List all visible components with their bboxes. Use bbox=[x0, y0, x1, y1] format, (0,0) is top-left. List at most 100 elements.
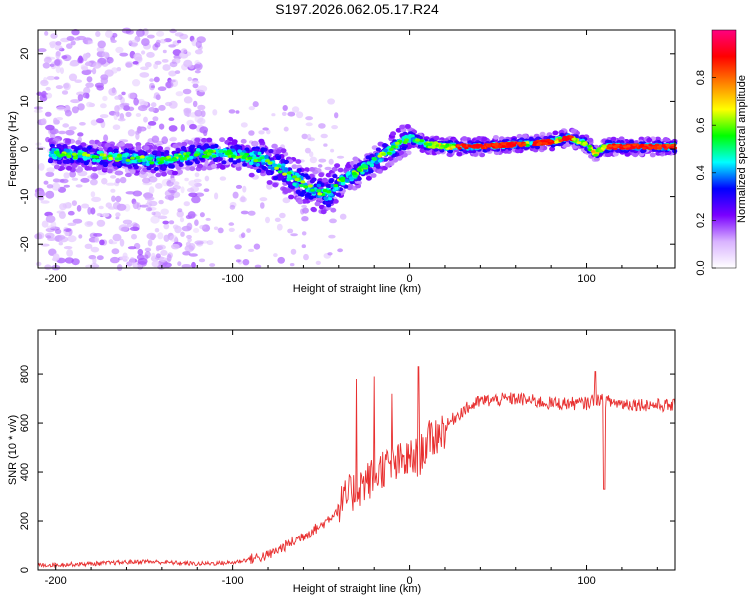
spectrogram-noise-cell bbox=[137, 257, 148, 265]
spectrogram-noise-cell bbox=[95, 31, 101, 37]
spectrogram-ridge-cell bbox=[528, 137, 534, 142]
spectrogram-noise-cell bbox=[61, 55, 68, 59]
spectrogram-noise-cell bbox=[158, 123, 165, 130]
spectrogram-noise-cell bbox=[66, 36, 75, 41]
spectrogram-noise-cell bbox=[127, 246, 137, 250]
spectrogram-noise-cell bbox=[252, 101, 259, 108]
spectrogram-core-cell bbox=[381, 152, 386, 156]
spectrogram-noise-cell bbox=[153, 63, 159, 70]
spectrogram-noise-cell bbox=[67, 210, 75, 216]
spectrogram-noise-cell bbox=[75, 184, 83, 188]
spectrogram-ridge-cell bbox=[260, 147, 266, 152]
spectrogram-ridge-cell bbox=[370, 173, 377, 178]
spectrogram-noise-cell bbox=[197, 117, 206, 125]
spectrogram-ridge-cell bbox=[467, 140, 473, 145]
spectrogram-ridge-cell bbox=[141, 161, 147, 166]
spectrogram-noise-cell bbox=[168, 220, 175, 225]
spectrogram-noise-cell bbox=[183, 201, 190, 207]
spectrogram-noise-cell bbox=[149, 78, 155, 82]
spectrogram-noise-cell bbox=[163, 234, 170, 242]
spectrogram-noise-cell bbox=[194, 219, 199, 226]
spectrogram-noise-cell bbox=[71, 29, 80, 36]
spectrogram-noise-cell bbox=[169, 28, 177, 34]
spectrogram-ridge-cell bbox=[129, 169, 136, 175]
spectrogram-ylabel: Frequency (Hz) bbox=[7, 111, 19, 187]
spectrogram-noise-cell bbox=[63, 184, 70, 188]
spectrogram-noise-cell bbox=[146, 51, 155, 58]
spectrogram-noise-cell bbox=[132, 61, 139, 65]
spectrogram-ridge-cell bbox=[346, 171, 351, 175]
spectrogram-ridge-cell bbox=[309, 179, 315, 184]
colorbar-tick-label: 0.0 bbox=[695, 260, 707, 275]
colorbar: 0.0 0.2 0.4 0.6 0.8 Normalized spectral ampl… bbox=[695, 29, 748, 276]
spectrogram-noise-cell bbox=[76, 35, 87, 41]
spectrogram-ridge-cell bbox=[65, 159, 71, 164]
spectrogram-noise-cell bbox=[228, 222, 235, 226]
spectrogram-noise-cell bbox=[187, 237, 192, 243]
spectrogram-core-cell bbox=[60, 153, 66, 157]
spectrogram-noise-cell bbox=[59, 178, 69, 184]
spectrogram-core-cell bbox=[166, 155, 172, 159]
spectrogram-core-cell bbox=[317, 192, 323, 196]
spectrogram-noise-cell bbox=[156, 30, 165, 37]
spectrogram-noise-cell bbox=[199, 126, 209, 134]
spectrogram-core-cell bbox=[547, 141, 552, 145]
spectrogram-core-cell bbox=[615, 143, 620, 147]
spectrogram-core-cell bbox=[445, 143, 450, 147]
spectrogram-ridge-cell bbox=[334, 186, 339, 190]
spectrogram-core-cell bbox=[642, 146, 647, 150]
spectrogram-ridge-cell bbox=[249, 161, 254, 165]
spectrogram-core-cell bbox=[114, 157, 120, 161]
spectrogram-core-cell bbox=[340, 178, 346, 183]
spectrogram-ridge-cell bbox=[53, 164, 60, 170]
spectrogram-noise-cell bbox=[162, 49, 167, 54]
spectrogram-noise-cell bbox=[98, 205, 104, 210]
spectrogram-ridge-cell bbox=[95, 159, 101, 163]
spectrogram-core-cell bbox=[619, 146, 624, 150]
spectrogram-noise-cell bbox=[176, 210, 184, 218]
spectrogram-ridge-cell bbox=[242, 162, 248, 167]
spectrogram-noise-cell bbox=[193, 228, 200, 233]
spectrogram-ridge-cell bbox=[48, 157, 54, 162]
spectrogram-noise-cell bbox=[38, 163, 45, 171]
snr-x-ticks: -200 -100 0 100 bbox=[45, 330, 658, 587]
spectrogram-core-cell bbox=[423, 142, 429, 146]
spectrogram-noise-cell bbox=[170, 136, 177, 142]
spectrogram-y-tick-label: 10 bbox=[19, 95, 31, 107]
spectrogram-ridge-cell bbox=[217, 156, 223, 162]
spectrogram-noise-cell bbox=[96, 219, 106, 227]
spectrogram-core-cell bbox=[554, 140, 559, 144]
spectrogram-noise-cell bbox=[337, 248, 343, 253]
spectrogram-ridge-cell bbox=[587, 137, 594, 143]
spectrogram-noise-cell bbox=[119, 176, 127, 184]
spectrogram-noise-cell bbox=[331, 125, 338, 130]
spectrogram-noise-cell bbox=[174, 225, 182, 234]
spectrogram-noise-cell bbox=[46, 184, 54, 189]
spectrogram-noise-cell bbox=[157, 86, 167, 91]
spectrogram-noise-cell bbox=[160, 208, 169, 215]
spectrogram-noise-cell bbox=[300, 208, 305, 215]
spectrogram-noise-cell bbox=[296, 111, 304, 119]
spectrogram-noise-cell bbox=[68, 73, 78, 82]
spectrogram-ridge-cell bbox=[593, 156, 600, 162]
spectrogram-core-cell bbox=[480, 146, 485, 150]
spectrogram-noise-cell bbox=[43, 180, 49, 185]
colorbar-tick-label: 0.2 bbox=[695, 213, 707, 228]
spectrogram-noise-cell bbox=[41, 118, 47, 125]
spectrogram-noise-cell bbox=[232, 191, 239, 199]
spectrogram-ridge-cell bbox=[167, 170, 173, 176]
spectrogram-core-cell bbox=[576, 141, 581, 145]
spectrogram-core-cell bbox=[231, 154, 236, 158]
spectrogram-ridge-cell bbox=[383, 148, 388, 153]
spectrogram-noise-cell bbox=[204, 175, 210, 182]
snr-y-tick-label: 200 bbox=[19, 512, 31, 530]
spectrogram-noise-cell bbox=[161, 136, 168, 145]
spectrogram-noise-cell bbox=[45, 92, 53, 99]
spectrogram-core-cell bbox=[542, 142, 547, 145]
spectrogram-noise-cell bbox=[191, 80, 200, 85]
spectrogram-noise-cell bbox=[111, 195, 116, 202]
spectrogram-ridge-cell bbox=[646, 137, 653, 143]
spectrogram-noise-cell bbox=[189, 123, 197, 130]
